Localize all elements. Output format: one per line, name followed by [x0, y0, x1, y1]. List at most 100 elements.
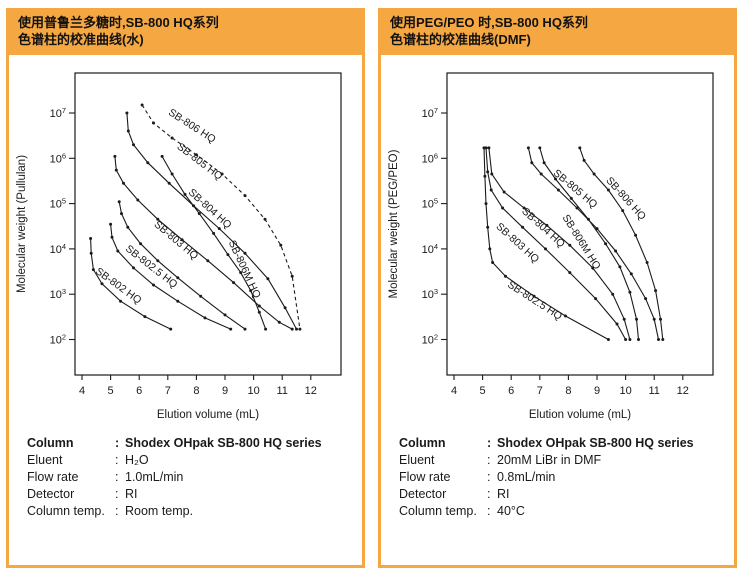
data-point [229, 327, 233, 331]
data-point [556, 188, 560, 192]
data-point [484, 146, 488, 150]
spec-label: Eluent [399, 452, 435, 467]
data-point [226, 252, 230, 256]
spec-colon: : [487, 469, 491, 484]
spec-colon: : [487, 486, 491, 501]
header-line-2: 色谱柱的校准曲线(DMF) [390, 31, 531, 47]
x-tick-label: 9 [222, 385, 228, 397]
x-axis-title: Elution volume (mL) [157, 409, 259, 421]
x-tick-label: 8 [193, 385, 199, 397]
series-line [539, 147, 640, 340]
data-point [575, 206, 579, 210]
spec-row-flow-rate: Flow rate : 1.0mL/min [27, 469, 352, 486]
data-point [654, 288, 658, 292]
data-point [264, 327, 268, 331]
x-tick-label: 10 [247, 385, 259, 397]
data-point [487, 146, 491, 150]
spec-row-eluent: Eluent : 20mM LiBr in DMF [399, 452, 724, 469]
data-point [522, 206, 526, 210]
data-point [659, 317, 662, 321]
spec-label: Detector [27, 486, 75, 501]
data-point [490, 172, 494, 176]
data-point [217, 226, 221, 230]
data-point [249, 288, 253, 292]
data-point [635, 317, 638, 321]
data-point [645, 260, 649, 264]
data-point [488, 247, 492, 251]
spec-label: Detector [399, 486, 447, 501]
chart-svg: 4 5 6 7 8 9 10 11 12 102 103 104 105 106 107 Elution vo… [16, 72, 342, 421]
spec-label: Column [27, 435, 74, 450]
data-point [243, 193, 247, 197]
data-point [110, 235, 114, 239]
panel-dmf-calibration: 使用PEG/PEO 时,SB-800 HQ系列 色谱柱的校准曲线(DMF) 4 5… [378, 8, 737, 568]
data-point [595, 226, 599, 230]
spec-colon: : [487, 435, 492, 450]
data-point [170, 136, 174, 140]
spec-row-eluent: Eluent : H₂O [27, 452, 352, 469]
data-point [206, 258, 210, 262]
data-point [169, 327, 173, 331]
x-tick-label: 6 [136, 385, 142, 397]
data-point [220, 172, 224, 176]
data-point [126, 225, 130, 229]
series-line [161, 155, 267, 330]
data-point [483, 174, 487, 178]
data-point [139, 241, 143, 245]
data-point [176, 299, 180, 303]
series-line [110, 224, 231, 330]
data-point [156, 217, 160, 221]
data-point [624, 337, 628, 341]
data-point [295, 327, 298, 331]
data-point [539, 172, 543, 176]
data-point [203, 316, 207, 320]
data-point [504, 274, 507, 278]
y-tick-label: 104 [50, 242, 66, 256]
series-line [579, 147, 664, 340]
data-point [263, 217, 267, 221]
spec-value: 40°C [497, 503, 525, 518]
data-point [140, 103, 144, 107]
data-point [170, 172, 174, 176]
spec-colon: : [487, 452, 491, 467]
data-point [223, 313, 227, 317]
data-point [290, 274, 294, 278]
data-point [586, 217, 590, 221]
data-point [521, 225, 525, 229]
spec-label: Column temp. [399, 503, 477, 518]
spec-value: 1.0mL/min [125, 469, 184, 484]
series-line [485, 147, 627, 340]
y-axis-title: Molecular weight (PEG/PEO) [388, 149, 400, 298]
spec-value: 20mM LiBr in DMF [497, 452, 602, 467]
data-point [125, 111, 129, 115]
data-point [591, 266, 595, 270]
series-line [141, 104, 301, 329]
spec-row-column-temp: Column temp. : Room temp. [27, 503, 352, 520]
data-point [532, 294, 536, 298]
data-point [194, 152, 198, 156]
spec-colon: : [115, 435, 120, 450]
data-point [661, 337, 665, 341]
spec-value: H₂O [125, 452, 149, 467]
data-point [564, 314, 567, 318]
data-point [89, 236, 93, 240]
spec-row-detector: Detector : RI [27, 486, 352, 503]
spec-value: Shodex OHpak SB-800 HQ series [125, 435, 322, 450]
data-point [637, 337, 640, 341]
x-tick-label: 12 [677, 385, 689, 397]
data-point [199, 294, 203, 298]
plot-area [446, 72, 714, 376]
data-point [526, 146, 530, 150]
spec-row-detector: Detector : RI [399, 486, 724, 503]
spec-value: 0.8mL/min [497, 469, 556, 484]
calibration-chart-dmf: 4 5 6 7 8 9 10 11 12 102 103 104 105 106 107 Elution vo… [381, 55, 734, 431]
data-point [167, 181, 171, 185]
data-point [100, 282, 104, 286]
data-point [634, 233, 638, 237]
data-point [176, 276, 180, 280]
y-tick-label: 107 [422, 106, 438, 120]
x-tick-label: 5 [480, 385, 486, 397]
spec-label: Column [399, 435, 446, 450]
x-tick-label: 5 [108, 385, 114, 397]
